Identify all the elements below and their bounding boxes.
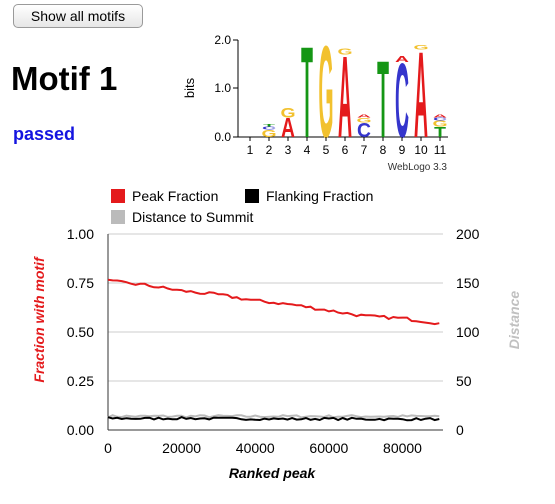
logo-position-label: 11 <box>434 143 447 157</box>
logo-y-label: bits <box>182 77 197 98</box>
logo-letter-t: T <box>301 30 313 165</box>
series-line-flanking-fraction <box>107 416 440 422</box>
logo-letter-g: G <box>432 120 447 129</box>
logo-letter-a: A <box>338 32 352 162</box>
logo-tick-1: 1.0 <box>214 81 231 95</box>
logo-y-axis: 2.0 1.0 0.0 bits <box>182 33 239 144</box>
x-tick-label: 20000 <box>162 440 201 456</box>
logo-position-label: 5 <box>323 143 330 157</box>
y-axis-label: Fraction with motif <box>31 256 47 383</box>
motif-enrichment-chart: Peak Fraction Flanking Fraction Distance… <box>31 188 522 481</box>
weblogo-credit: WebLogo 3.3 <box>388 162 448 173</box>
logo-position-label: 8 <box>380 143 387 157</box>
logo-position-label: 9 <box>399 143 406 157</box>
logo-position-label: 2 <box>266 143 273 157</box>
legend-label-flanking: Flanking Fraction <box>266 188 373 204</box>
y2-tick-label: 200 <box>456 226 480 242</box>
y-tick-label: 0.00 <box>67 422 94 438</box>
logo-letter-g: G <box>280 105 295 120</box>
legend-label-peak: Peak Fraction <box>132 188 218 204</box>
status-label: passed <box>13 124 76 144</box>
logo-letter-g: G <box>318 30 333 165</box>
show-all-motifs-button[interactable]: Show all motifs <box>13 4 143 28</box>
logo-letter-a: A <box>281 114 295 144</box>
y-tick-label: 0.50 <box>67 324 94 340</box>
logo-letter-a: A <box>433 114 447 119</box>
logo-position-label: 7 <box>361 143 368 157</box>
chart-legend: Peak Fraction Flanking Fraction Distance… <box>111 188 373 225</box>
logo-letter-t: T <box>434 123 446 140</box>
y2-tick-label: 150 <box>456 275 480 291</box>
x-axis-label: Ranked peak <box>229 465 317 481</box>
series-line-peak-fraction <box>107 278 440 326</box>
logo-position-label: 3 <box>285 143 292 157</box>
y2-tick-label: 100 <box>456 324 480 340</box>
legend-swatch-distance <box>111 210 125 224</box>
logo-letter-a: A <box>357 114 371 119</box>
series-line-distance-to-summit <box>107 414 440 419</box>
y2-axis-label: Distance <box>506 291 522 350</box>
logo-position-label: 1 <box>247 143 254 157</box>
logo-letter-c: C <box>433 117 447 122</box>
y2-tick-label: 0 <box>456 422 464 438</box>
x-tick-label: 40000 <box>236 440 275 456</box>
logo-letter-a: A <box>414 30 428 164</box>
logo-position-label: 6 <box>342 143 349 157</box>
y-tick-label: 0.25 <box>67 373 94 389</box>
x-tick-label: 60000 <box>309 440 348 456</box>
logo-letter-c: C <box>262 125 276 130</box>
y-tick-label: 1.00 <box>67 226 94 242</box>
logo-letter-t: T <box>263 123 276 127</box>
x-tick-label: 0 <box>104 440 112 456</box>
legend-label-distance: Distance to Summit <box>132 209 253 225</box>
logo-letter-g: G <box>356 117 371 125</box>
logo-position-label: 4 <box>304 143 311 157</box>
logo-letter-c: C <box>395 42 409 160</box>
logo-letter-g: G <box>337 48 352 57</box>
logo-letter-t: T <box>377 38 389 161</box>
legend-swatch-flanking <box>245 189 259 203</box>
logo-letter-c: C <box>357 120 371 143</box>
motif-title: Motif 1 <box>11 60 118 97</box>
logo-letter-g: G <box>413 44 428 52</box>
logo-tick-2: 2.0 <box>214 33 231 47</box>
y2-tick-label: 50 <box>456 373 472 389</box>
legend-swatch-peak <box>111 189 125 203</box>
x-tick-label: 80000 <box>383 440 422 456</box>
logo-position-label: 10 <box>414 143 428 157</box>
y-tick-label: 0.75 <box>67 275 94 291</box>
logo-letter-a: A <box>395 55 409 64</box>
logo-tick-0: 0.0 <box>214 130 231 144</box>
logo-letter-g: G <box>261 128 276 139</box>
